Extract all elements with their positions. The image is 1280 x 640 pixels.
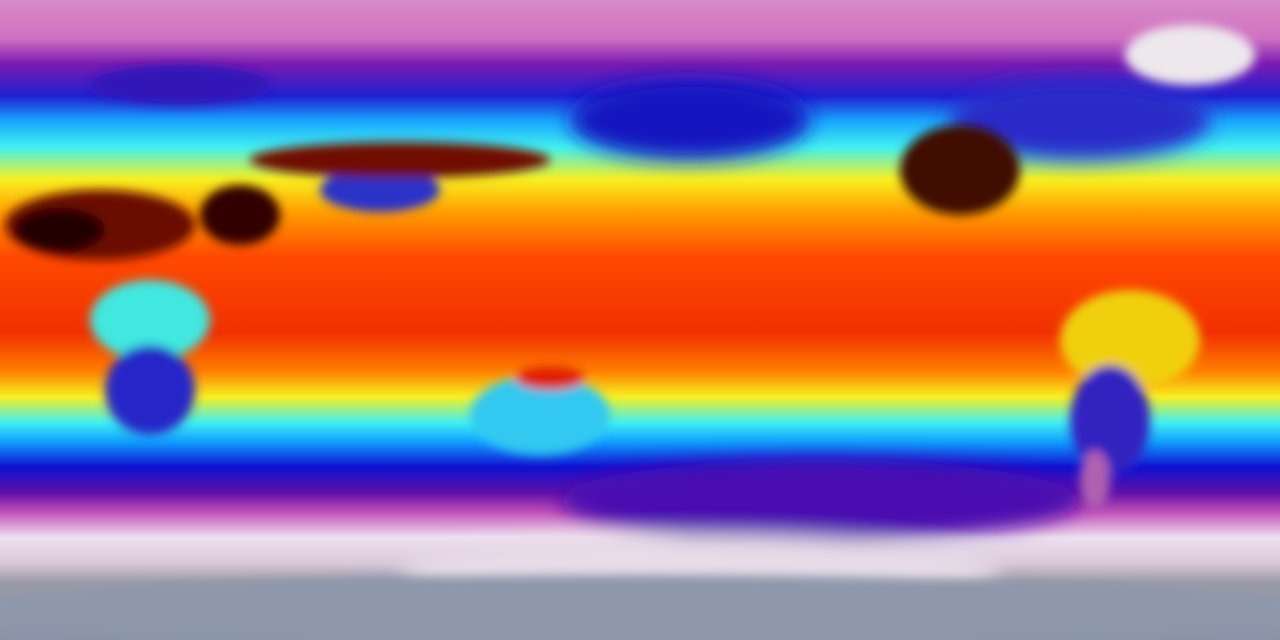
southern-ocean (560, 460, 1080, 540)
sahara-core (15, 208, 105, 252)
antarctica (0, 575, 1280, 640)
central-africa (90, 280, 210, 360)
arabia (200, 185, 280, 245)
north-pacific-cold (570, 80, 810, 160)
land-regions (0, 25, 1280, 640)
australia (470, 375, 610, 455)
north-atlantic-cold (950, 80, 1210, 160)
patagonia (1080, 450, 1110, 510)
greenland (1125, 25, 1255, 85)
north-australia (515, 366, 585, 390)
central-asia (250, 142, 550, 178)
southern-africa (105, 345, 195, 435)
tibet (320, 168, 440, 212)
amazon (1060, 290, 1200, 390)
north-america (900, 125, 1020, 215)
south-america-south (1070, 365, 1150, 475)
siberia (90, 65, 270, 105)
